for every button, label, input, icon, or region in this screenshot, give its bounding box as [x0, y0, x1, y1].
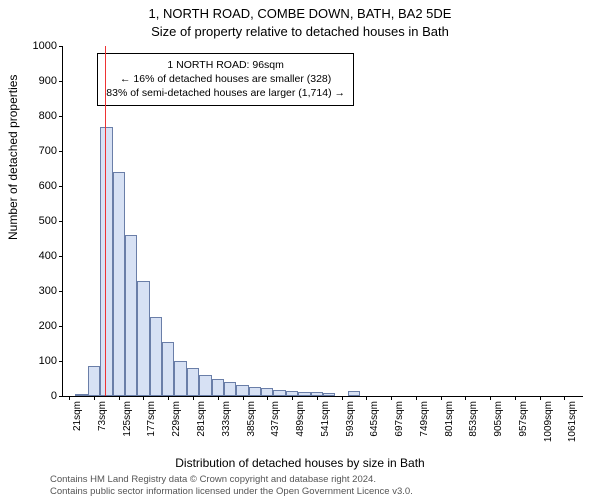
- x-axis-label: Distribution of detached houses by size …: [0, 456, 600, 470]
- x-tick-label: 229sqm: [171, 401, 182, 437]
- y-tick-mark: [59, 186, 63, 187]
- histogram-bar: [150, 317, 162, 396]
- x-tick-label: 489sqm: [295, 401, 306, 437]
- x-tick-label: 21sqm: [72, 401, 83, 431]
- x-tick-mark: [317, 396, 318, 400]
- info-line-3: 83% of semi-detached houses are larger (…: [106, 86, 345, 100]
- x-tick-mark: [342, 396, 343, 400]
- x-tick-label: 1061sqm: [567, 401, 578, 442]
- y-tick-mark: [59, 256, 63, 257]
- y-tick-label: 800: [27, 110, 63, 122]
- x-tick-mark: [193, 396, 194, 400]
- x-tick-label: 73sqm: [97, 401, 108, 431]
- footer-line-2: Contains public sector information licen…: [50, 486, 590, 498]
- x-tick-label: 697sqm: [394, 401, 405, 437]
- x-tick-mark: [69, 396, 70, 400]
- y-tick-label: 300: [27, 285, 63, 297]
- x-tick-mark: [218, 396, 219, 400]
- y-tick-mark: [59, 396, 63, 397]
- x-tick-mark: [391, 396, 392, 400]
- chart-plot-area: 1 NORTH ROAD: 96sqm ← 16% of detached ho…: [62, 46, 583, 397]
- x-tick-mark: [540, 396, 541, 400]
- x-tick-mark: [119, 396, 120, 400]
- x-tick-label: 437sqm: [270, 401, 281, 437]
- histogram-bar: [187, 368, 199, 396]
- x-tick-mark: [243, 396, 244, 400]
- histogram-bar: [249, 387, 261, 396]
- x-tick-mark: [267, 396, 268, 400]
- chart-title-line2: Size of property relative to detached ho…: [0, 24, 600, 39]
- y-tick-mark: [59, 151, 63, 152]
- x-tick-label: 593sqm: [345, 401, 356, 437]
- x-tick-label: 645sqm: [369, 401, 380, 437]
- x-tick-mark: [490, 396, 491, 400]
- footer-attribution: Contains HM Land Registry data © Crown c…: [50, 474, 590, 498]
- y-tick-label: 400: [27, 250, 63, 262]
- y-axis-label: Number of detached properties: [6, 75, 20, 240]
- y-tick-mark: [59, 291, 63, 292]
- info-line-2: ← 16% of detached houses are smaller (32…: [106, 72, 345, 86]
- histogram-bar: [273, 390, 285, 396]
- histogram-bar: [236, 385, 248, 396]
- x-tick-label: 385sqm: [246, 401, 257, 437]
- info-annotation-box: 1 NORTH ROAD: 96sqm ← 16% of detached ho…: [97, 53, 354, 106]
- footer-line-1: Contains HM Land Registry data © Crown c…: [50, 474, 590, 486]
- x-tick-mark: [143, 396, 144, 400]
- y-tick-label: 900: [27, 75, 63, 87]
- histogram-bar: [125, 235, 137, 396]
- y-tick-label: 600: [27, 180, 63, 192]
- y-tick-mark: [59, 81, 63, 82]
- x-tick-mark: [441, 396, 442, 400]
- x-tick-mark: [366, 396, 367, 400]
- x-tick-label: 281sqm: [196, 401, 207, 437]
- x-tick-mark: [94, 396, 95, 400]
- histogram-bar: [75, 394, 87, 396]
- x-tick-label: 333sqm: [221, 401, 232, 437]
- x-tick-mark: [564, 396, 565, 400]
- histogram-bar: [298, 392, 310, 396]
- y-tick-label: 700: [27, 145, 63, 157]
- x-tick-mark: [465, 396, 466, 400]
- y-tick-label: 1000: [27, 40, 63, 52]
- y-tick-mark: [59, 46, 63, 47]
- x-tick-label: 957sqm: [518, 401, 529, 437]
- y-tick-label: 500: [27, 215, 63, 227]
- histogram-bar: [348, 391, 360, 396]
- y-tick-label: 0: [27, 390, 63, 402]
- x-tick-label: 749sqm: [419, 401, 430, 437]
- x-tick-label: 177sqm: [146, 401, 157, 437]
- property-marker-line: [105, 46, 106, 396]
- histogram-bar: [162, 342, 174, 396]
- x-tick-label: 541sqm: [320, 401, 331, 437]
- x-tick-mark: [416, 396, 417, 400]
- histogram-bar: [261, 388, 273, 396]
- y-tick-mark: [59, 116, 63, 117]
- y-tick-mark: [59, 361, 63, 362]
- histogram-bar: [88, 366, 100, 396]
- x-tick-label: 905sqm: [493, 401, 504, 437]
- x-tick-label: 1009sqm: [543, 401, 554, 442]
- chart-title-line1: 1, NORTH ROAD, COMBE DOWN, BATH, BA2 5DE: [0, 6, 600, 21]
- histogram-bar: [323, 393, 335, 397]
- x-tick-label: 801sqm: [444, 401, 455, 437]
- y-tick-label: 200: [27, 320, 63, 332]
- info-line-1: 1 NORTH ROAD: 96sqm: [106, 58, 345, 72]
- x-tick-mark: [292, 396, 293, 400]
- histogram-bar: [100, 127, 112, 397]
- x-tick-mark: [168, 396, 169, 400]
- y-tick-mark: [59, 221, 63, 222]
- x-tick-label: 125sqm: [122, 401, 133, 437]
- histogram-bar: [113, 172, 125, 396]
- histogram-bar: [224, 382, 236, 396]
- x-tick-mark: [515, 396, 516, 400]
- histogram-bar: [212, 379, 224, 396]
- y-tick-label: 100: [27, 355, 63, 367]
- x-tick-label: 853sqm: [468, 401, 479, 437]
- y-tick-mark: [59, 326, 63, 327]
- histogram-bar: [137, 281, 149, 397]
- histogram-bar: [199, 375, 211, 396]
- histogram-bar: [174, 361, 186, 396]
